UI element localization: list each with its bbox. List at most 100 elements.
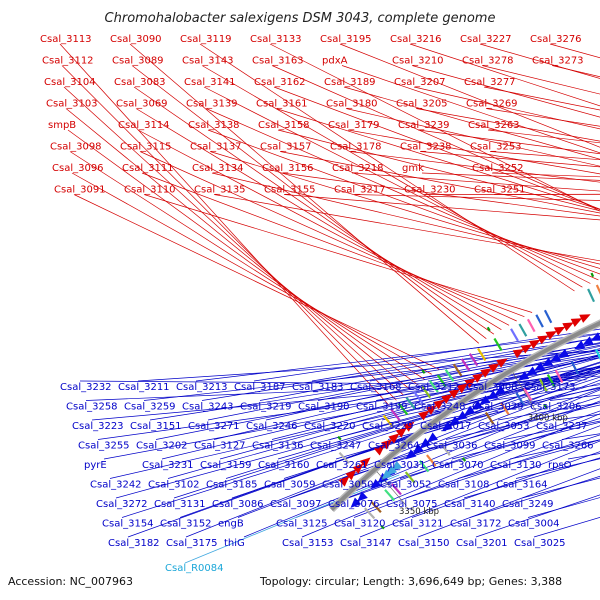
gene-label-leader: [375, 357, 600, 401]
gene-label: Csal_3050: [322, 480, 374, 491]
gene-label: Csal_3202: [136, 441, 188, 452]
gene-label: Csal_3218: [332, 163, 384, 174]
gene-label-leader: [273, 86, 600, 210]
gene-label-leader: [283, 194, 600, 221]
gene-label: Csal_3182: [108, 538, 160, 549]
gene-label-leader: [489, 151, 600, 161]
gene-label: Csal_3276: [530, 34, 582, 45]
reverse-annotation-block: [538, 378, 548, 392]
gene-label: Csal_3216: [390, 34, 442, 45]
gene-label: Csal_3247: [310, 441, 362, 452]
feature-marker: [543, 403, 548, 409]
gene-label-leader: [265, 345, 600, 421]
reverse-gene-arrow: [486, 390, 499, 400]
gene-label: pyrE: [84, 460, 107, 471]
gene-label: Csal_3131: [154, 499, 206, 510]
gene-label: Csal_3255: [78, 441, 130, 452]
gene-label-leader: [351, 172, 600, 192]
forward-annotation-block: [338, 451, 350, 464]
reverse-gene-arrow: [494, 385, 506, 395]
reverse-gene-arrow: [412, 443, 424, 454]
gene-label-leader: [341, 65, 600, 154]
gene-label: Csal_3161: [256, 99, 308, 110]
rna-gene-arrow: [391, 461, 403, 472]
gene-label-leader: [185, 372, 600, 538]
gene-label: Csal_3162: [254, 77, 306, 88]
forward-gene-arrow: [448, 388, 461, 399]
gene-label: Csal_3212: [408, 382, 460, 393]
reverse-annotation-block: [384, 489, 396, 502]
gene-label-leader: [445, 404, 600, 440]
reverse-annotation-block: [500, 402, 510, 415]
gene-label: Csal_3238: [400, 142, 452, 153]
gene-label-leader: [69, 151, 425, 380]
gene-label: Csal_3152: [160, 519, 212, 530]
reverse-gene-arrow: [541, 357, 554, 367]
gene-label: Csal_3251: [474, 185, 526, 196]
gene-label: Csal_3199: [356, 402, 408, 413]
gene-label-leader: [345, 108, 600, 167]
reverse-gene-arrow: [582, 336, 594, 345]
gene-label: Csal_3229: [362, 421, 414, 432]
gene-label: Csal_3089: [112, 56, 164, 67]
gene-label: Csal_3172: [450, 519, 502, 530]
gene-label: pdxA: [322, 56, 348, 67]
gene-label: Csal_3130: [490, 460, 542, 471]
forward-gene-arrow: [496, 358, 508, 368]
gene-label: Csal_3189: [324, 77, 376, 88]
forward-gene-arrow: [345, 469, 357, 481]
gene-label: Csal_3141: [184, 77, 236, 88]
gene-label-leader: [203, 86, 591, 284]
gene-label-leader: [415, 108, 600, 142]
gene-label: Csal_3249: [502, 499, 554, 510]
reverse-gene-arrow: [405, 449, 417, 460]
gene-label-leader: [491, 172, 600, 178]
gene-label-leader: [67, 129, 418, 385]
gene-label-leader: [551, 65, 600, 78]
gene-label: Csal_3052: [380, 480, 432, 491]
rna-gene-label: Csal_R0084: [165, 563, 224, 574]
gene-label-leader: [97, 370, 600, 440]
gene-label: Csal_3201: [456, 538, 508, 549]
gene-label: Csal_3113: [40, 34, 92, 45]
gene-label: Csal_3278: [462, 56, 514, 67]
gene-label: Csal_3083: [114, 77, 166, 88]
gene-label: Csal_3135: [194, 185, 246, 196]
genome-summary-text: Topology: circular; Length: 3,696,649 bp…: [259, 575, 562, 588]
gene-label: Csal_3138: [188, 120, 240, 131]
gene-label: Csal_3239: [398, 120, 450, 131]
gene-label: Csal_3195: [320, 34, 372, 45]
gene-label: Csal_3159: [200, 460, 252, 471]
genome-backbone: [329, 319, 600, 513]
gene-label: Csal_3103: [46, 99, 98, 110]
forward-annotation-block: [526, 318, 536, 333]
gene-label: Csal_3112: [42, 56, 94, 67]
forward-gene-arrow: [403, 421, 415, 432]
gene-label: Csal_3180: [326, 99, 378, 110]
gene-label: Csal_3217: [334, 185, 386, 196]
gene-label-leader: [225, 362, 600, 479]
gene-label-leader: [439, 387, 600, 421]
forward-annotation-block: [510, 328, 519, 342]
gene-label: Csal_3242: [90, 480, 142, 491]
forward-gene-arrow: [381, 439, 393, 450]
gene-label: Csal_3220: [304, 421, 356, 432]
gene-label-leader: [311, 333, 600, 382]
gene-label: Csal_3086: [212, 499, 264, 510]
gene-label: Csal_3163: [252, 56, 304, 67]
forward-gene-arrow: [456, 383, 468, 394]
gene-label: Csal_3143: [182, 56, 234, 67]
forward-gene-arrow: [441, 394, 453, 404]
reverse-annotation-block: [363, 507, 376, 520]
reverse-gene-arrow: [464, 405, 476, 416]
gene-label: Csal_3211: [118, 382, 170, 393]
gene-label: Csal_3076: [328, 499, 380, 510]
gene-label-leader: [481, 65, 600, 95]
accession-text: Accession: NC_007963: [8, 575, 133, 588]
gene-label-leader: [139, 151, 517, 322]
forward-annotation-block: [468, 353, 479, 367]
forward-gene-arrow: [579, 314, 591, 323]
gene-label: rpsO: [548, 460, 572, 471]
gene-label-leader: [63, 86, 404, 396]
forward-gene-arrow: [359, 457, 371, 468]
